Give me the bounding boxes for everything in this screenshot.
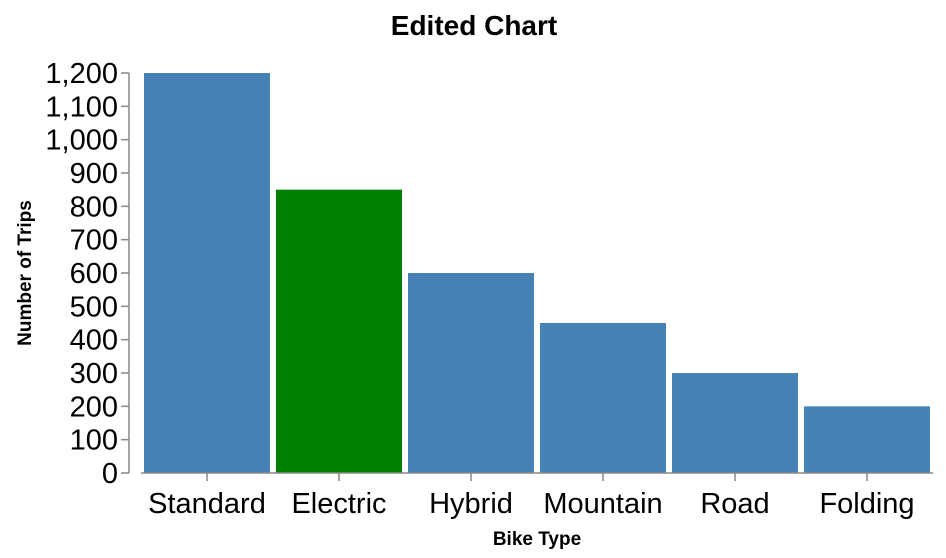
bar-electric [276, 189, 402, 473]
y-tick-label: 600 [70, 258, 118, 290]
y-axis: 01002003004005006007008009001,0001,1001,… [45, 58, 130, 490]
x-axis: Standard Electric Hybrid Mountain Road Foldin… [141, 472, 933, 520]
y-tick-label: 700 [70, 225, 118, 257]
x-tick-label: Mountain [543, 488, 662, 520]
bar-folding [804, 406, 930, 473]
y-tick-label: 900 [70, 158, 118, 190]
x-tick-label: Electric [291, 488, 386, 520]
y-tick-label: 800 [70, 191, 118, 223]
x-tick-label: Road [700, 488, 769, 520]
y-tick-label: 200 [70, 391, 118, 423]
y-tick-label: 300 [70, 358, 118, 390]
bar-mountain [540, 323, 666, 473]
x-axis-title: Bike Type [493, 529, 581, 550]
bar-road [672, 373, 798, 473]
bar-standard [144, 73, 270, 473]
y-tick-label: 1,200 [45, 58, 118, 90]
y-tick-label: 400 [70, 325, 118, 357]
y-tick-label: 100 [70, 425, 118, 457]
y-axis-title: Number of Trips [15, 200, 36, 346]
bars [144, 73, 930, 473]
y-tick-label: 1,100 [45, 91, 118, 123]
y-tick-label: 1,000 [45, 125, 118, 157]
x-tick-label: Standard [148, 488, 266, 520]
x-tick-label: Folding [819, 488, 914, 520]
y-tick-label: 500 [70, 291, 118, 323]
chart-title: Edited Chart [391, 10, 557, 41]
x-tick-label: Hybrid [429, 488, 513, 520]
bar-hybrid [408, 273, 534, 473]
y-tick-label: 0 [102, 458, 118, 490]
